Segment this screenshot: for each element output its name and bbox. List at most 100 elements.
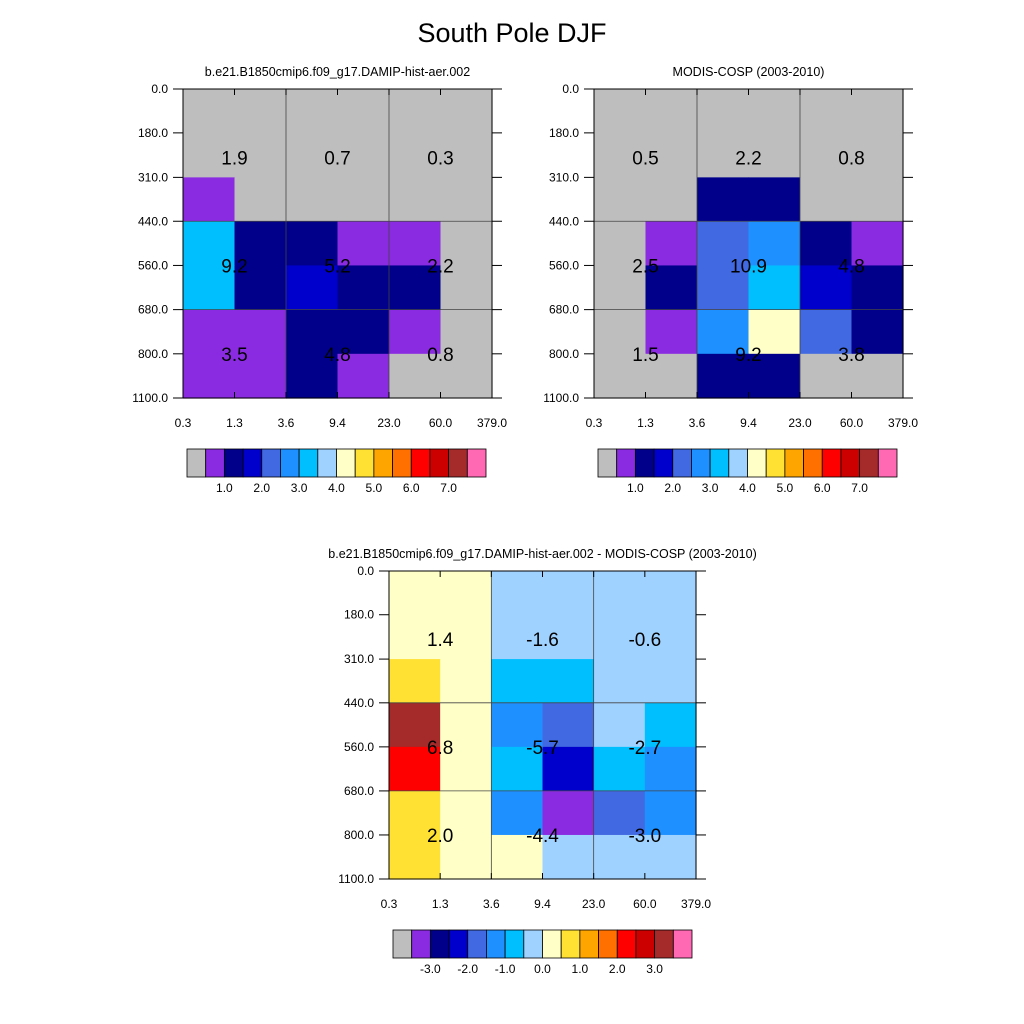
- colorbar-swatch: [765, 448, 786, 478]
- heatmap-cell: [748, 265, 801, 311]
- x-tick-label: 23.0: [377, 416, 401, 430]
- y-tick-label: 680.0: [549, 303, 579, 317]
- colorbar-swatch: [672, 929, 693, 959]
- heatmap-cell: [542, 790, 595, 836]
- heatmap-cell: [644, 702, 697, 748]
- heatmap-cell: [337, 309, 390, 355]
- box-value-label: 1.9: [221, 148, 247, 169]
- y-tick-label: 310.0: [138, 170, 168, 184]
- heatmap-cell: [286, 353, 339, 399]
- box-value-label: 2.2: [735, 148, 761, 169]
- y-tick-label: 180.0: [549, 126, 579, 140]
- heatmap-cell: [542, 746, 595, 792]
- x-tick-label: 23.0: [788, 416, 812, 430]
- colorbar-swatch: [709, 448, 730, 478]
- y-tick-label: 440.0: [344, 696, 374, 710]
- box-value-label: 0.5: [632, 148, 658, 169]
- heatmap-cell: [748, 221, 801, 267]
- heatmap-cell: [389, 132, 442, 178]
- box-value-label: 1.4: [427, 630, 454, 651]
- box-value-label: 6.8: [427, 738, 453, 759]
- heatmap-cell: [542, 659, 595, 704]
- heatmap-cell: [800, 265, 853, 311]
- colorbar-label: -3.0: [420, 962, 441, 976]
- heatmap-cell: [337, 177, 390, 222]
- colorbar-swatch: [317, 448, 337, 478]
- colorbar-label: 7.0: [851, 481, 868, 495]
- heatmap-cell: [644, 659, 697, 704]
- colorbar-swatch: [840, 448, 861, 478]
- colorbar-swatch: [411, 929, 431, 959]
- colorbar: 1.0 2.0 3.0 4.0 5.0 6.0 7.0: [597, 448, 898, 495]
- heatmap-cell: [389, 177, 442, 222]
- heatmap-cell: [593, 746, 646, 792]
- x-tick-label: 9.4: [329, 416, 346, 430]
- y-tick-label: 1100.0: [132, 391, 168, 405]
- colorbar-swatch: [523, 929, 543, 959]
- heatmap-cell: [851, 265, 904, 311]
- heatmap-cell: [389, 746, 441, 792]
- box-value-label: 2.2: [427, 256, 453, 277]
- box-value-label: 9.2: [735, 345, 761, 366]
- heatmap-cell: [748, 309, 801, 355]
- colorbar-swatch: [261, 448, 281, 478]
- heatmap-cell: [389, 790, 441, 836]
- colorbar-swatch: [672, 448, 692, 478]
- heatmap-cell: [183, 177, 236, 222]
- colorbar-label: 3.0: [291, 481, 308, 495]
- heatmap-cell: [748, 132, 801, 178]
- heatmap-cell: [440, 790, 492, 836]
- heatmap-cell: [645, 265, 698, 311]
- x-tick-label: 3.6: [689, 416, 706, 430]
- box-value-label: 9.2: [221, 256, 247, 277]
- heatmap-cell: [800, 309, 853, 355]
- y-tick-label: 1100.0: [338, 872, 374, 886]
- heatmap-cell: [851, 221, 904, 267]
- colorbar-swatch: [598, 929, 618, 959]
- box-value-label: -0.6: [628, 630, 661, 651]
- colorbar-swatch: [653, 448, 674, 478]
- heatmap-cell: [389, 614, 441, 660]
- heatmap-cell: [440, 659, 492, 704]
- heatmap-cell: [542, 702, 595, 748]
- box-value-label: 0.3: [427, 148, 453, 169]
- heatmap-cell: [183, 132, 236, 178]
- heatmap-cell: [645, 89, 698, 134]
- x-tick-label: 1.3: [226, 416, 243, 430]
- heatmap-cell: [491, 659, 544, 704]
- heatmap-cell: [644, 790, 697, 836]
- box-value-label: 2.5: [632, 256, 658, 277]
- heatmap-cell: [748, 89, 801, 134]
- heatmap-cell: [491, 790, 544, 836]
- heatmap-cell: [234, 353, 287, 399]
- heatmap-cell: [697, 177, 750, 222]
- heatmap-cell: [440, 571, 492, 616]
- y-tick-label: 680.0: [344, 784, 374, 798]
- heatmap-panel-3: b.e21.B1850cmip6.f09_g17.DAMIP-hist-aer.…: [328, 547, 756, 976]
- heatmap-cell: [234, 132, 287, 178]
- y-tick-label: 0.0: [151, 82, 168, 96]
- heatmap-cell: [594, 309, 647, 355]
- heatmap-cell: [440, 89, 493, 134]
- y-tick-label: 1100.0: [543, 391, 579, 405]
- heatmap-cell: [389, 702, 441, 748]
- colorbar-swatch: [336, 448, 356, 478]
- colorbar-swatch: [410, 448, 431, 478]
- heatmap-cell: [594, 353, 647, 399]
- colorbar-label: 6.0: [814, 481, 831, 495]
- heatmap-cell: [697, 353, 750, 399]
- y-tick-label: 0.0: [562, 82, 579, 96]
- colorbar-swatch: [429, 929, 450, 959]
- x-tick-label: 60.0: [429, 416, 453, 430]
- heatmap-panel-2: MODIS-COSP (2003-2010) 0.3 1.3 3.6 9.4 23.0 60…: [543, 65, 918, 495]
- colorbar-swatch: [597, 448, 618, 478]
- heatmap-cell: [491, 834, 544, 880]
- heatmap-cell: [286, 177, 339, 222]
- heatmap-cell: [800, 221, 853, 267]
- panel-title: b.e21.B1850cmip6.f09_g17.DAMIP-hist-aer.…: [328, 547, 756, 561]
- y-tick-label: 560.0: [344, 740, 374, 754]
- heatmap-cell: [389, 265, 442, 311]
- heatmap-cell: [697, 132, 750, 178]
- y-tick-label: 800.0: [138, 347, 168, 361]
